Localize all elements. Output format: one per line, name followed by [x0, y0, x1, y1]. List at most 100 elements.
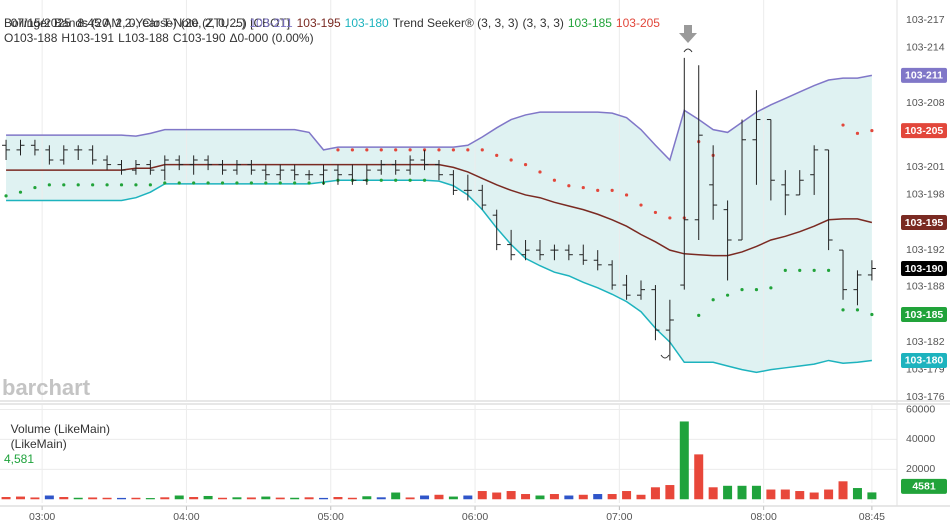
legend-value: 103-205: [615, 16, 660, 30]
value-badge: [901, 261, 947, 277]
y-tick-label: 103-188: [906, 281, 945, 293]
trend-dot: [610, 188, 614, 192]
badge-label: 103-185: [905, 309, 944, 321]
trend-dot: [826, 268, 831, 272]
indicator-name: Bollinger Bands (20, 2, 0, Close): [4, 16, 177, 30]
legend-value: 103-195: [296, 16, 341, 30]
trend-dot: [812, 268, 816, 272]
y-tick-label: 40000: [906, 433, 935, 445]
trend-dot: [76, 183, 80, 187]
trend-dot: [18, 190, 23, 194]
volume-title: Volume (LikeMain): [10, 422, 111, 436]
trend-dot: [711, 298, 715, 302]
volume-bar: [174, 495, 184, 500]
trend-dot: [177, 181, 181, 185]
trend-dot: [552, 178, 557, 182]
trend-dot: [495, 153, 499, 158]
trend-dot: [480, 148, 484, 152]
x-tick-label: 06:00: [462, 511, 488, 523]
trend-dot: [336, 148, 340, 152]
volume-bar: [203, 495, 213, 500]
volume-bar: [564, 495, 574, 500]
volume-bar: [275, 497, 285, 500]
trend-dot: [624, 193, 629, 197]
trend-dot: [870, 312, 874, 317]
volume-bar: [838, 481, 848, 500]
trend-dot: [235, 181, 239, 185]
indicator-name: Trend Seeker® (3, 3, 3): [392, 16, 519, 30]
volume-bar: [319, 497, 329, 500]
volume-bar: [622, 491, 632, 500]
trend-dot: [278, 181, 282, 185]
x-tick-label: 07:00: [606, 511, 632, 523]
trend-dot: [47, 183, 51, 187]
trend-dot: [870, 128, 874, 133]
volume-bar: [521, 494, 531, 500]
indicator-legend: Bollinger Bands (20, 2, 0, Close) (20, 2,…: [4, 16, 664, 31]
high-marker: [683, 48, 693, 53]
volume-bar: [88, 497, 98, 500]
y-tick-label: 103-192: [906, 244, 945, 256]
volume-legend: Volume (LikeMain) (LikeMain) 4,581: [4, 407, 114, 467]
y-tick-label: 103-198: [906, 189, 945, 201]
volume-last: 4,581: [4, 452, 35, 466]
trend-dot: [163, 181, 167, 185]
badge-label: 103-195: [905, 217, 944, 229]
trend-dot: [62, 183, 66, 187]
volume-bar: [420, 495, 430, 500]
low-marker: [660, 354, 670, 359]
watermark: barchart: [2, 375, 91, 400]
y-tick-label: 103-176: [906, 391, 945, 403]
event-arrow: [679, 25, 697, 43]
volume-bar: [362, 496, 372, 500]
volume-bar: [117, 497, 127, 500]
volume-bar: [824, 489, 834, 500]
value-badge: [901, 67, 947, 83]
volume-bar: [59, 497, 69, 500]
volume-bar: [708, 487, 718, 500]
trend-dot: [538, 170, 542, 174]
volume-bar: [290, 497, 300, 500]
x-tick-label: 03:00: [29, 511, 55, 523]
indicator-params: (3, 3, 3): [522, 16, 564, 30]
volume-bar: [376, 497, 386, 500]
trend-dot: [754, 288, 759, 292]
volume-bar: [131, 497, 141, 500]
y-tick-label: 103-182: [906, 336, 945, 348]
volume-bar: [795, 491, 805, 500]
volume-bar: [578, 494, 588, 500]
volume-bar: [463, 495, 473, 500]
volume-bar: [102, 497, 112, 500]
indicator-params: (20, 2, 0, ...): [180, 16, 246, 30]
volume-bar: [650, 487, 660, 500]
volume-bar: [535, 495, 545, 500]
quote-value: Δ0-000 (0.00%): [229, 31, 314, 45]
trend-dot: [408, 148, 412, 152]
trend-dot: [307, 181, 311, 185]
volume-bar: [593, 494, 603, 500]
volume-bar: [694, 454, 704, 500]
data-layer: [1, 57, 877, 500]
volume-bar: [347, 497, 357, 500]
trend-dot: [350, 148, 354, 152]
volume-bar: [549, 494, 559, 500]
trend-dot: [365, 148, 369, 152]
volume-bar: [751, 485, 761, 500]
volume-bar: [391, 492, 401, 500]
trend-dot: [855, 308, 860, 312]
volume-bar: [304, 497, 314, 500]
value-badge: [901, 215, 947, 231]
trend-dot: [105, 183, 109, 187]
trend-dot: [379, 178, 383, 182]
volume-bar: [189, 497, 199, 500]
band-line: [6, 179, 872, 374]
trend-dot: [841, 308, 845, 312]
volume-bar: [160, 497, 170, 500]
y-tick-label: 103-201: [906, 161, 945, 173]
volume-bar: [1, 497, 11, 500]
trend-dot: [581, 185, 585, 190]
trend-dot: [422, 178, 427, 182]
trend-dot: [33, 185, 37, 190]
